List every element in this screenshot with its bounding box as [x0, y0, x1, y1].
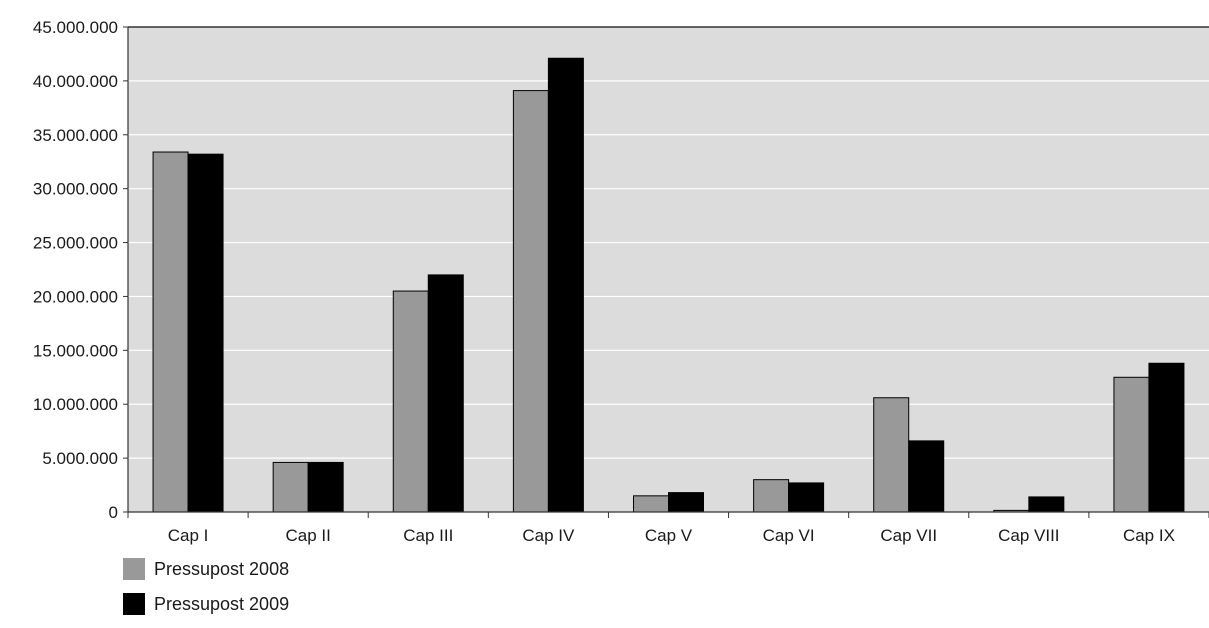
x-tick-label: Cap II [285, 526, 330, 545]
legend-item-2009: Pressupost 2009 [123, 593, 289, 615]
bar-pressupost-2008-cap-ix [1113, 376, 1150, 513]
bar-pressupost-2009-cap-ii [307, 461, 344, 513]
y-tick-label: 30.000.000 [33, 180, 118, 199]
gridlines [128, 26, 1209, 459]
bar-pressupost-2009-cap-ix [1148, 362, 1185, 513]
legend-label-2009: Pressupost 2009 [154, 593, 290, 614]
y-tick-label: 45.000.000 [33, 18, 118, 37]
x-tick-label: Cap I [168, 526, 209, 545]
bar-pressupost-2009-cap-vi [788, 482, 825, 513]
bar-pressupost-2008-cap-i [152, 151, 189, 513]
y-tick-label: 40.000.000 [33, 72, 118, 91]
legend-swatch-2008 [123, 558, 145, 580]
y-tick-label: 5.000.000 [42, 449, 118, 468]
bar-pressupost-2009-cap-iv [547, 57, 584, 513]
bar-pressupost-2008-cap-v [633, 495, 669, 513]
bar-pressupost-2008-cap-vii [873, 397, 910, 513]
y-axis-ticks: 0 5.000.000 10.000.000 15.000.000 20.000.000… [33, 18, 128, 522]
plot-area [128, 27, 1209, 512]
y-tick-label: 20.000.000 [33, 287, 118, 306]
y-tick-label: 0 [109, 503, 118, 522]
x-axis-ticks: Cap I Cap II Cap III Cap IV Cap V Cap VI Cap V… [127, 512, 1209, 545]
x-tick-label: Cap VII [880, 526, 937, 545]
legend-swatch-2009 [123, 593, 145, 615]
x-tick-label: Cap VI [763, 526, 815, 545]
x-tick-label: Cap VIII [998, 526, 1059, 545]
bar-pressupost-2008-cap-vi [753, 479, 790, 513]
bars [152, 57, 1185, 513]
bar-pressupost-2009-cap-v [668, 492, 704, 513]
legend-item-2008: Pressupost 2008 [123, 558, 289, 580]
bar-pressupost-2009-cap-viii [1028, 496, 1065, 513]
x-tick-label: Cap V [645, 526, 693, 545]
legend: Pressupost 2008 Pressupost 2009 [123, 558, 289, 628]
bar-pressupost-2008-cap-iv [512, 90, 549, 513]
x-tick-label: Cap IX [1123, 526, 1175, 545]
bar-pressupost-2009-cap-i [187, 153, 224, 513]
x-tick-label: Cap IV [522, 526, 575, 545]
y-tick-label: 10.000.000 [33, 395, 118, 414]
legend-label-2008: Pressupost 2008 [154, 558, 290, 579]
x-tick-label: Cap III [403, 526, 453, 545]
bar-pressupost-2009-cap-iii [427, 274, 464, 513]
bar-pressupost-2008-cap-iii [392, 290, 429, 513]
bar-pressupost-2008-cap-ii [272, 461, 309, 513]
axes [127, 27, 1209, 513]
y-tick-label: 35.000.000 [33, 126, 118, 145]
y-tick-label: 25.000.000 [33, 234, 118, 253]
bar-pressupost-2009-cap-vii [908, 440, 945, 513]
y-tick-label: 15.000.000 [33, 341, 118, 360]
